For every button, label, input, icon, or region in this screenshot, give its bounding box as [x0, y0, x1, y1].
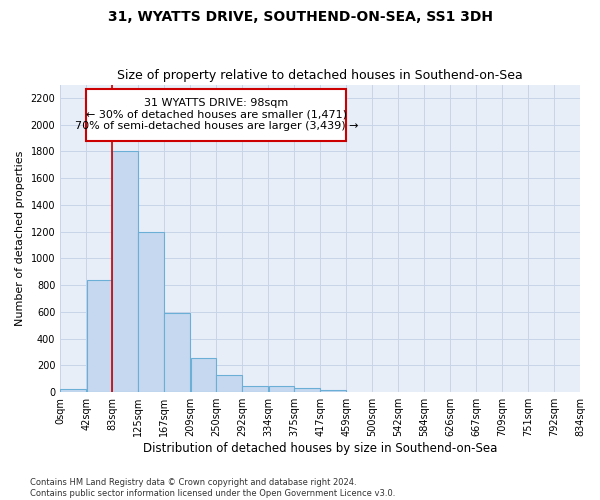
Bar	[112, 152, 138, 392]
Bar	[61, 389, 86, 392]
Y-axis label: Number of detached properties: Number of detached properties	[15, 150, 25, 326]
Bar	[86, 88, 346, 141]
Bar	[86, 280, 112, 392]
Bar	[191, 358, 216, 392]
Text: Contains HM Land Registry data © Crown copyright and database right 2024.
Contai: Contains HM Land Registry data © Crown c…	[30, 478, 395, 498]
Text: 31, WYATTS DRIVE, SOUTHEND-ON-SEA, SS1 3DH: 31, WYATTS DRIVE, SOUTHEND-ON-SEA, SS1 3…	[107, 10, 493, 24]
Bar	[138, 232, 164, 392]
Bar	[320, 390, 346, 392]
Title: Size of property relative to detached houses in Southend-on-Sea: Size of property relative to detached ho…	[117, 69, 523, 82]
Bar	[216, 376, 242, 392]
Text: 31 WYATTS DRIVE: 98sqm
← 30% of detached houses are smaller (1,471)
70% of semi-: 31 WYATTS DRIVE: 98sqm ← 30% of detached…	[74, 98, 358, 132]
Bar	[242, 386, 268, 392]
Bar	[294, 388, 320, 392]
X-axis label: Distribution of detached houses by size in Southend-on-Sea: Distribution of detached houses by size …	[143, 442, 497, 455]
Bar	[164, 314, 190, 392]
Bar	[269, 386, 294, 392]
